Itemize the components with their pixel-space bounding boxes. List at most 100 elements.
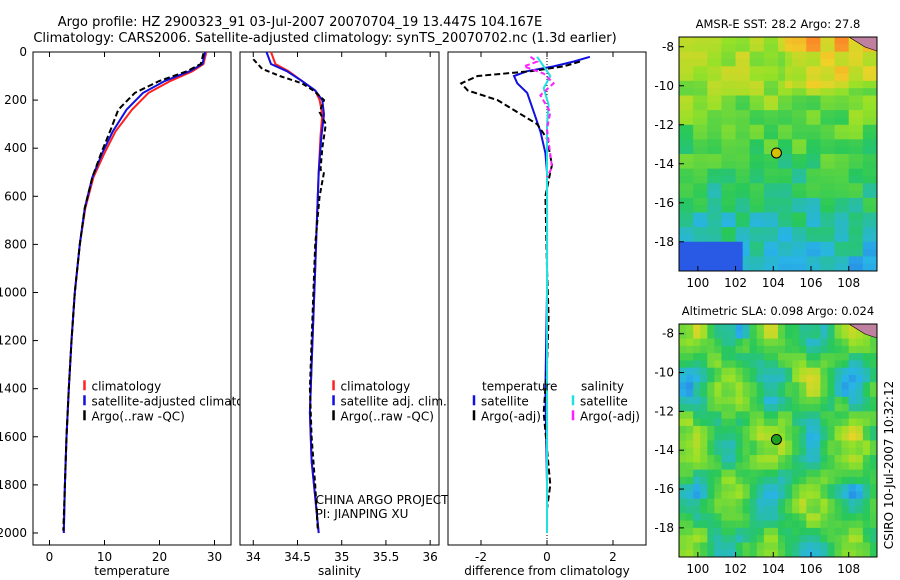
heatmap-cell bbox=[869, 212, 878, 221]
heatmap-cell bbox=[707, 324, 715, 332]
heatmap-cell bbox=[834, 404, 843, 412]
heatmap-cell bbox=[862, 95, 871, 104]
heatmap-cell bbox=[820, 527, 828, 536]
heatmap-cell bbox=[799, 527, 807, 536]
heatmap-cell bbox=[742, 117, 751, 126]
heatmap-cell bbox=[820, 95, 828, 104]
heatmap-cell bbox=[820, 491, 828, 500]
heatmap-cell bbox=[834, 520, 843, 529]
heatmap-cell bbox=[693, 491, 701, 500]
heatmap-cell bbox=[827, 212, 835, 221]
heatmap-cell bbox=[827, 440, 835, 449]
heatmap-cell bbox=[792, 37, 800, 45]
heatmap-cell bbox=[855, 197, 864, 206]
heatmap-cell bbox=[827, 124, 835, 133]
heatmap-cell bbox=[707, 382, 715, 390]
heatmap-cell bbox=[693, 110, 701, 118]
heatmap-cell bbox=[679, 440, 687, 449]
heatmap-cell bbox=[700, 102, 708, 111]
heatmap-cell bbox=[834, 124, 843, 133]
heatmap-cell bbox=[707, 256, 715, 265]
heatmap-cell bbox=[749, 345, 758, 354]
heatmap-cell bbox=[841, 425, 850, 434]
heatmap-cell bbox=[770, 66, 779, 74]
heatmap-cell bbox=[763, 139, 772, 148]
heatmap-cell bbox=[806, 440, 814, 449]
heatmap-cell bbox=[756, 440, 765, 449]
heatmap-cell bbox=[693, 263, 701, 272]
heatmap-cell bbox=[827, 389, 835, 398]
heatmap-cell bbox=[792, 476, 800, 485]
heatmap-cell bbox=[827, 234, 835, 243]
heatmap-cell bbox=[848, 168, 857, 177]
heatmap-cell bbox=[799, 183, 807, 191]
heatmap-cell bbox=[693, 331, 701, 339]
heatmap-cell bbox=[714, 190, 722, 199]
heatmap-cell bbox=[785, 389, 793, 398]
heatmap-cell bbox=[806, 338, 814, 347]
heatmap-cell bbox=[707, 227, 715, 235]
heatmap-cell bbox=[855, 491, 864, 500]
heatmap-cell bbox=[827, 324, 835, 332]
heatmap-cell bbox=[679, 249, 687, 257]
heatmap-cell bbox=[721, 549, 729, 558]
heatmap-cell bbox=[749, 241, 758, 250]
heatmap-cell bbox=[778, 73, 786, 82]
heatmap-cell bbox=[728, 124, 736, 133]
heatmap-cell bbox=[735, 433, 744, 441]
heatmap-cell bbox=[679, 374, 687, 383]
heatmap-cell bbox=[728, 58, 736, 67]
heatmap-cell bbox=[742, 205, 751, 213]
heatmap-cell bbox=[721, 404, 729, 412]
heatmap-cell bbox=[679, 146, 687, 155]
heatmap-cell bbox=[834, 73, 843, 82]
heatmap-cell bbox=[778, 491, 786, 500]
heatmap-cell bbox=[735, 249, 744, 257]
heatmap-cell bbox=[770, 197, 779, 206]
heatmap-cell bbox=[693, 154, 701, 162]
heatmap-cell bbox=[841, 139, 850, 148]
heatmap-cell bbox=[806, 197, 814, 206]
heatmap-cell bbox=[834, 175, 843, 184]
heatmap-cell bbox=[855, 542, 864, 551]
heatmap-cell bbox=[813, 360, 821, 369]
heatmap-cell bbox=[778, 374, 786, 383]
heatmap-cell bbox=[834, 102, 843, 111]
heatmap-cell bbox=[735, 469, 744, 478]
heatmap-cell bbox=[799, 374, 807, 383]
heatmap-cell bbox=[820, 227, 828, 235]
heatmap-cell bbox=[714, 234, 722, 243]
heatmap-cell bbox=[785, 484, 793, 492]
heatmap-cell bbox=[749, 117, 758, 126]
heatmap-cell bbox=[700, 440, 708, 449]
heatmap-cell bbox=[742, 132, 751, 140]
heatmap-cell bbox=[862, 197, 871, 206]
heatmap-cell bbox=[770, 51, 779, 60]
heatmap-cell bbox=[679, 241, 687, 250]
heatmap-cell bbox=[742, 219, 751, 228]
heatmap-cell bbox=[778, 241, 786, 250]
heatmap-cell bbox=[686, 549, 694, 558]
heatmap-cell bbox=[785, 37, 793, 45]
heatmap-cell bbox=[763, 404, 772, 412]
heatmap-cell bbox=[820, 44, 828, 53]
heatmap-cell bbox=[848, 491, 857, 500]
heatmap-cell bbox=[869, 146, 878, 155]
heatmap-cell bbox=[834, 212, 843, 221]
heatmap-cell bbox=[707, 433, 715, 441]
heatmap-cell bbox=[742, 66, 751, 74]
heatmap-cell bbox=[749, 527, 758, 536]
heatmap-cell bbox=[785, 338, 793, 347]
heatmap-cell bbox=[714, 476, 722, 485]
heatmap-cell bbox=[763, 469, 772, 478]
heatmap-cell bbox=[679, 411, 687, 420]
heatmap-cell bbox=[799, 425, 807, 434]
heatmap-cell bbox=[693, 95, 701, 104]
heatmap-cell bbox=[869, 360, 878, 369]
heatmap-cell bbox=[714, 51, 722, 60]
heatmap-cell bbox=[742, 190, 751, 199]
heatmap-cell bbox=[763, 168, 772, 177]
heatmap-cell bbox=[841, 88, 850, 96]
heatmap-cell bbox=[862, 418, 871, 427]
heatmap-cell bbox=[827, 95, 835, 104]
